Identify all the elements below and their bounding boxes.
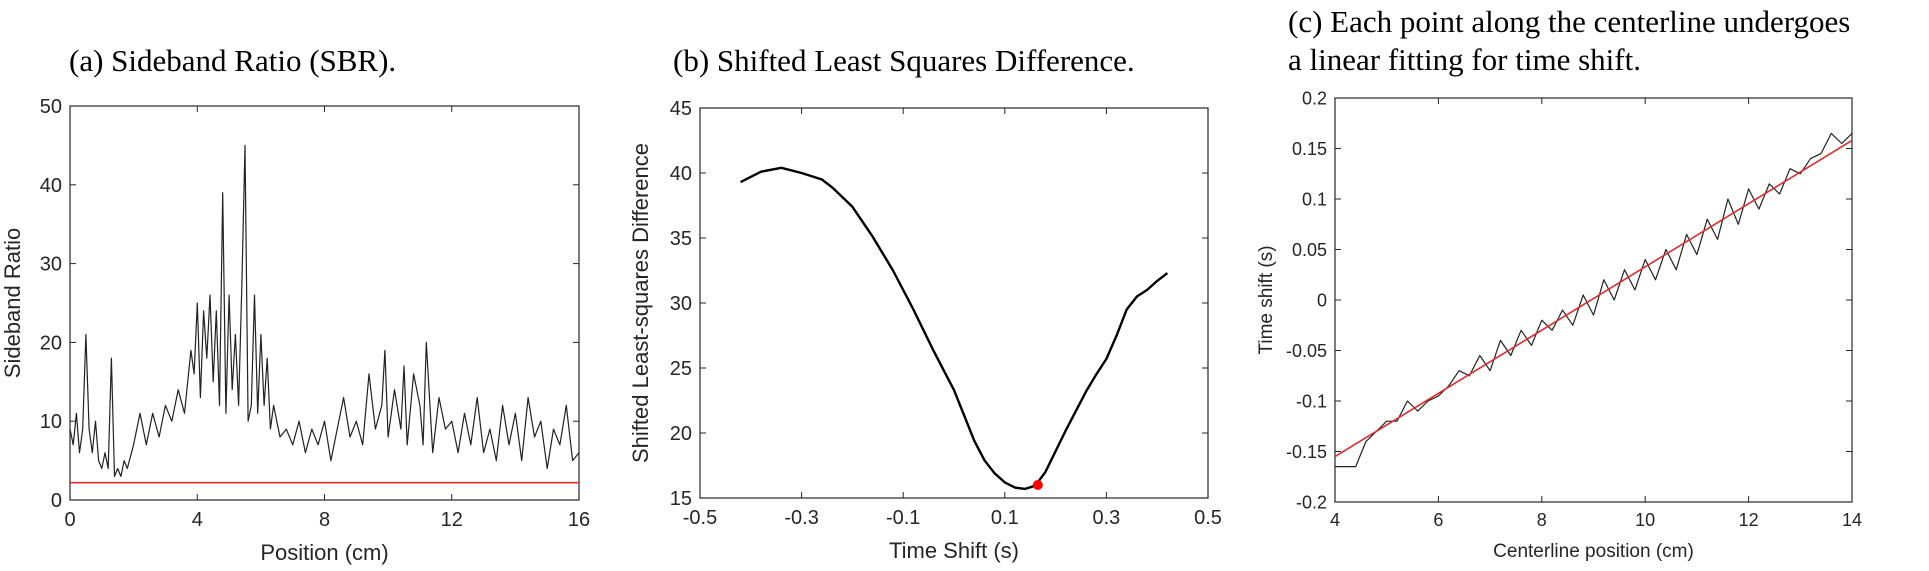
- chart-b-xtick-label: -0.1: [886, 507, 920, 529]
- caption-c: (c) Each point along the centerline unde…: [1288, 3, 1850, 79]
- chart-b-series-difference: [740, 166, 1169, 491]
- chart-c-ytick-label: 0: [1317, 290, 1327, 310]
- chart-b-xtick-label: 0.3: [1092, 507, 1120, 529]
- caption-a-text: (a) Sideband Ratio (SBR).: [69, 43, 397, 78]
- chart-b-ylabel: Shifted Least-squares Difference: [628, 143, 653, 463]
- chart-c-ytick-label: -0.05: [1286, 341, 1327, 361]
- chart-a-group: 0 4 8 12 16 0 10 20 30 40 50 Position (cm) Sideband …: [0, 96, 590, 565]
- chart-a-ylabel: Sideband Ratio: [0, 228, 25, 378]
- chart-b-xtick-label: -0.5: [683, 507, 717, 529]
- chart-c-ytick-label: 0.1: [1302, 189, 1327, 209]
- chart-a-xtick-label: 16: [568, 509, 590, 531]
- chart-c-ytick-label: 0.05: [1292, 240, 1327, 260]
- chart-a-xtick-label: 12: [441, 509, 463, 531]
- chart-a-xlabel: Position (cm): [260, 540, 388, 565]
- chart-b-ytick-label: 20: [670, 423, 692, 445]
- chart-b-frame: [699, 107, 1209, 499]
- chart-a-ytick-label: 30: [40, 254, 62, 276]
- caption-a: (a) Sideband Ratio (SBR).: [69, 42, 396, 80]
- chart-b-xtick-label: 0.1: [991, 507, 1019, 529]
- chart-a-ytick-label: 50: [40, 96, 62, 118]
- chart-b-ytick-label: 30: [670, 293, 692, 315]
- caption-c-line1: (c) Each point along the centerline unde…: [1288, 4, 1851, 39]
- chart-c-ytick-label: -0.1: [1296, 391, 1327, 411]
- chart-c-frame: [1334, 97, 1853, 503]
- chart-c-xtick-label: 12: [1739, 510, 1759, 530]
- chart-c-ytick-label: -0.15: [1286, 442, 1327, 462]
- caption-c-line2: a linear fitting for time shift.: [1288, 42, 1641, 77]
- chart-b-minimum-point: [1032, 480, 1043, 490]
- chart-b-ytick-label: 40: [670, 163, 692, 185]
- chart-b-xtick-label: -0.3: [784, 507, 818, 529]
- chart-a-xtick-label: 0: [64, 509, 75, 531]
- chart-c-group: 4 6 8 10 12 14 -0.2 -0.15 -0.1 -0.05 0 0.05 0.1 0.15 0…: [1256, 88, 1862, 562]
- chart-a-xtick-label: 8: [319, 509, 330, 531]
- chart-b-ytick-label: 25: [670, 358, 692, 380]
- chart-b-ytick-label: 35: [670, 228, 692, 250]
- chart-c-ytick-label: 0.2: [1302, 88, 1327, 108]
- chart-b-xlabel: Time Shift (s): [889, 538, 1019, 563]
- chart-a-ytick-label: 20: [40, 332, 62, 354]
- chart-b-group: -0.5 -0.3 -0.1 0.1 0.3 0.5 15 20 25 30 35 40 45 Time …: [628, 98, 1222, 563]
- chart-b-ytick-label: 45: [670, 98, 692, 120]
- chart-a-frame: [69, 105, 580, 501]
- chart-c-xtick-label: 4: [1330, 510, 1340, 530]
- chart-c-xlabel: Centerline position (cm): [1493, 541, 1694, 562]
- chart-b-xtick-label: 0.5: [1194, 507, 1222, 529]
- chart-a-xtick-label: 4: [192, 509, 203, 531]
- chart-a-ytick-label: 10: [40, 411, 62, 433]
- caption-b: (b) Shifted Least Squares Difference.: [673, 42, 1135, 80]
- caption-b-text: (b) Shifted Least Squares Difference.: [673, 43, 1135, 78]
- chart-c-ylabel: Time shift (s): [1256, 245, 1277, 354]
- chart-c-ytick-label: 0.15: [1292, 139, 1327, 159]
- chart-c-xtick-label: 10: [1635, 510, 1655, 530]
- chart-b-ytick-label: 15: [670, 488, 692, 510]
- chart-a-series-sbr: [69, 144, 580, 477]
- chart-a-ytick-label: 40: [40, 175, 62, 197]
- chart-c-xtick-label: 6: [1433, 510, 1443, 530]
- chart-c-series-linear-fit: [1334, 139, 1853, 458]
- chart-a-ytick-label: 0: [51, 490, 62, 512]
- chart-c-xtick-label: 8: [1537, 510, 1547, 530]
- chart-c-xtick-label: 14: [1842, 510, 1862, 530]
- chart-c-ytick-label: -0.2: [1296, 492, 1327, 512]
